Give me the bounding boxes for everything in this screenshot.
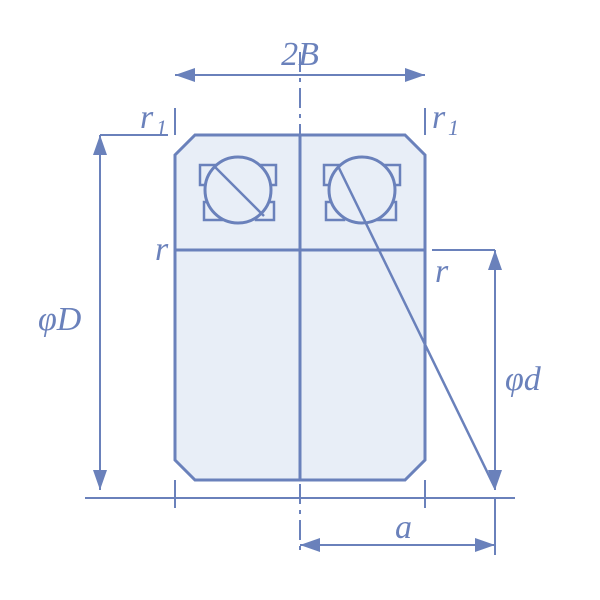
arrowhead [488,250,502,270]
arrowhead [405,68,425,82]
label-a: a [395,509,412,546]
label-r1-right: r 1 [432,99,459,140]
svg-text:1: 1 [448,115,459,140]
label-2b: 2B [281,36,319,73]
arrowhead [93,470,107,490]
inner-ring-left [175,250,300,480]
svg-text:r: r [140,99,154,136]
svg-text:1: 1 [156,115,167,140]
arrowhead [93,135,107,155]
arrowhead [175,68,195,82]
arrowhead [300,538,320,552]
svg-text:r: r [432,99,446,136]
arrowhead [475,538,495,552]
label-r-left: r [155,231,169,268]
label-r1-left: r 1 [140,99,167,140]
label-r-right: r [435,253,449,290]
label-phi-d-inner: φd [505,361,542,398]
bearing-diagram: 2B r 1 r 1 r r φD φd a [0,0,600,600]
label-phi-d-outer: φD [38,301,82,338]
inner-ring-right [300,250,425,480]
